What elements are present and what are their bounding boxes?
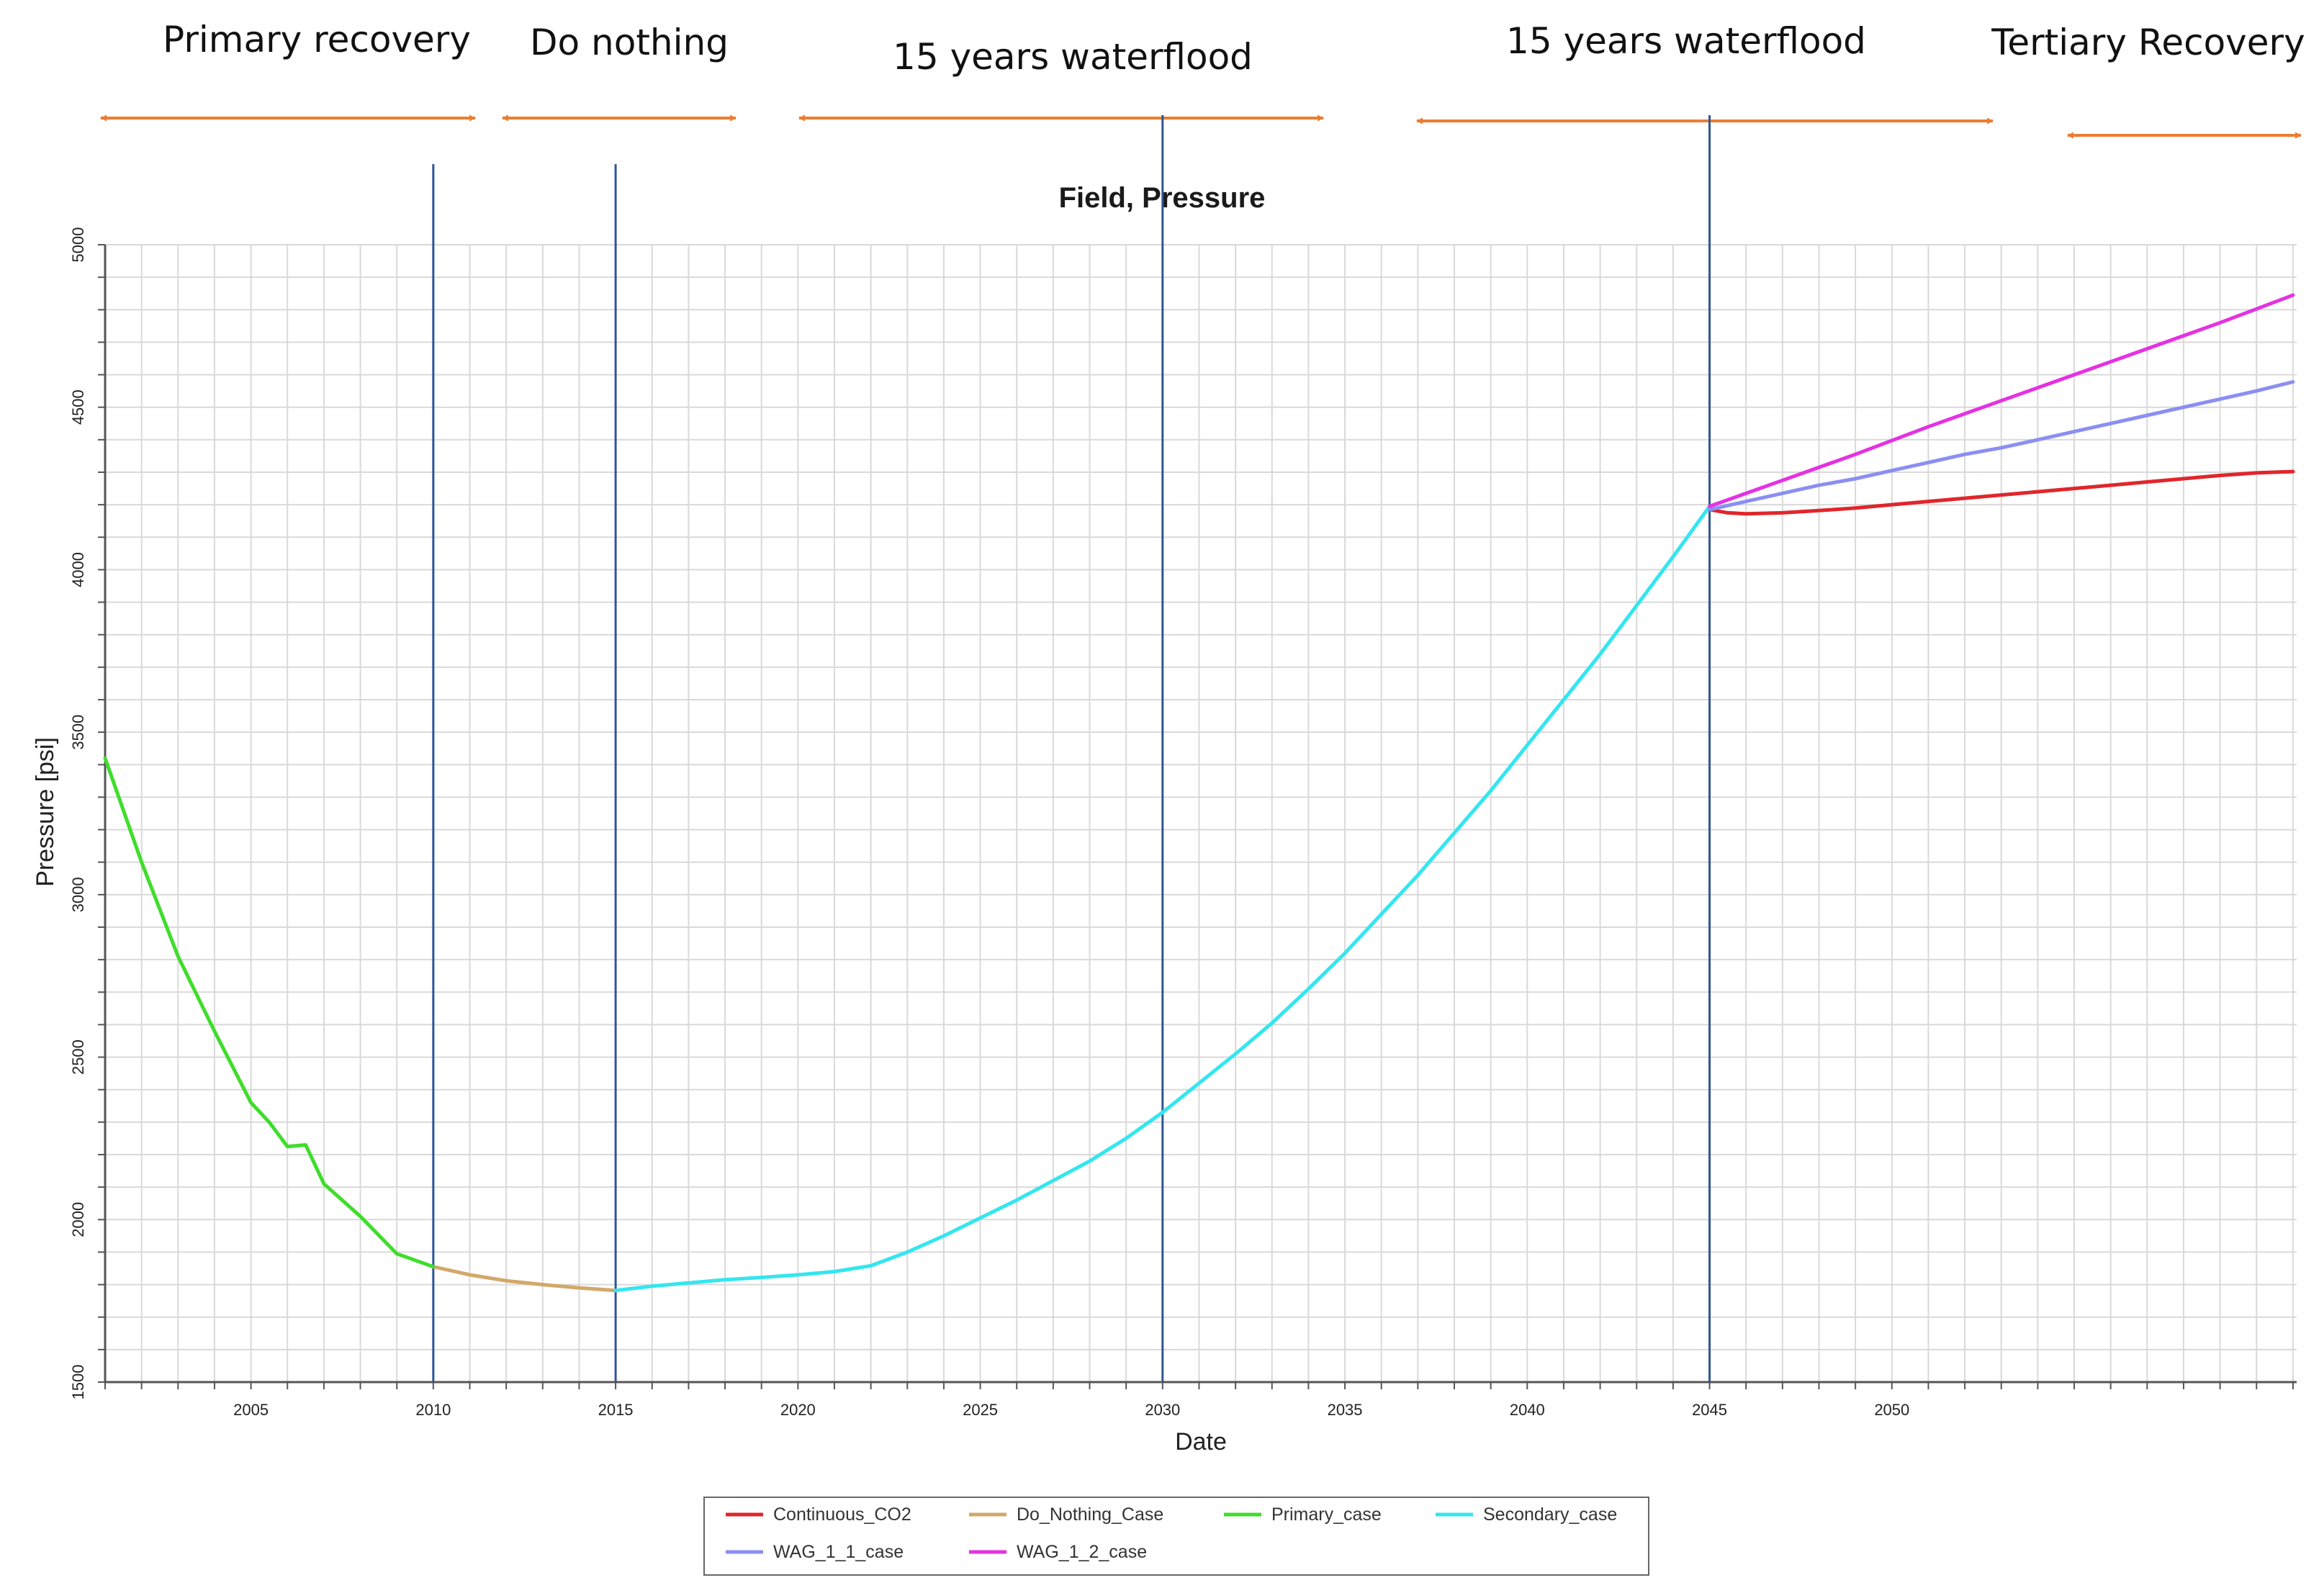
y-tick-label: 4500 [69, 389, 87, 425]
x-tick-label: 2020 [780, 1401, 816, 1419]
phase-label-waterflood-first: 15 years waterflood [893, 36, 1253, 78]
phase-label-primary-recovery: Primary recovery [163, 19, 471, 60]
axes [98, 244, 2297, 1389]
legend-label: WAG_1_2_case [1017, 1542, 1147, 1562]
y-tick-label: 4000 [69, 552, 87, 587]
y-tick-label: 3500 [69, 715, 87, 750]
x-tick-label: 2025 [963, 1401, 998, 1419]
x-tick-label: 2005 [233, 1401, 269, 1419]
series-line-wag-1-2-case [1708, 293, 2295, 508]
series-lines [103, 293, 2295, 1293]
x-tick-label: 2010 [415, 1401, 451, 1419]
series-line-secondary-case [613, 504, 1712, 1293]
x-axis-title: Date [1175, 1428, 1227, 1456]
legend-label: Continuous_CO2 [773, 1504, 911, 1525]
legend-label: Secondary_case [1483, 1504, 1617, 1525]
series-line-primary-case [103, 756, 436, 1269]
phase-arrows [100, 114, 2302, 139]
x-tick-label: 2030 [1145, 1401, 1180, 1419]
y-tick-label: 2000 [69, 1202, 87, 1237]
series-line-do-nothing-case [431, 1265, 618, 1293]
legend-box [703, 1497, 1649, 1576]
x-tick-label: 2050 [1874, 1401, 1909, 1419]
series-line-continuous-co2 [1708, 469, 2295, 516]
legend: Continuous_CO2 Do_Nothing_Case Primary_cas… [703, 1497, 1649, 1576]
tick-labels: 2005 2010 2015 2020 2025 2030 2035 2040 2045 2050… [69, 227, 1909, 1419]
legend-label: Primary_case [1271, 1504, 1382, 1525]
legend-items: Continuous_CO2 Do_Nothing_Case Primary_cas… [726, 1504, 1617, 1562]
phase-label-waterflood-second: 15 years waterflood [1506, 20, 1866, 62]
series-line-wag-1-1-case [1708, 380, 2295, 512]
y-tick-label: 3000 [69, 877, 87, 912]
x-tick-label: 2015 [598, 1401, 634, 1419]
phase-label-do-nothing: Do nothing [530, 22, 729, 63]
x-tick-label: 2045 [1692, 1401, 1727, 1419]
y-tick-label: 2500 [69, 1039, 87, 1075]
legend-label: Do_Nothing_Case [1017, 1504, 1163, 1525]
x-tick-label: 2040 [1510, 1401, 1545, 1419]
y-tick-label: 5000 [69, 227, 87, 263]
y-axis-title: Pressure [psi] [32, 737, 59, 887]
phase-dividers [432, 115, 1711, 1382]
x-tick-label: 2035 [1328, 1401, 1363, 1419]
legend-label: WAG_1_1_case [773, 1542, 904, 1562]
y-tick-label: 1500 [69, 1365, 87, 1400]
phase-label-tertiary-recovery: Tertiary Recovery [1991, 22, 2305, 63]
